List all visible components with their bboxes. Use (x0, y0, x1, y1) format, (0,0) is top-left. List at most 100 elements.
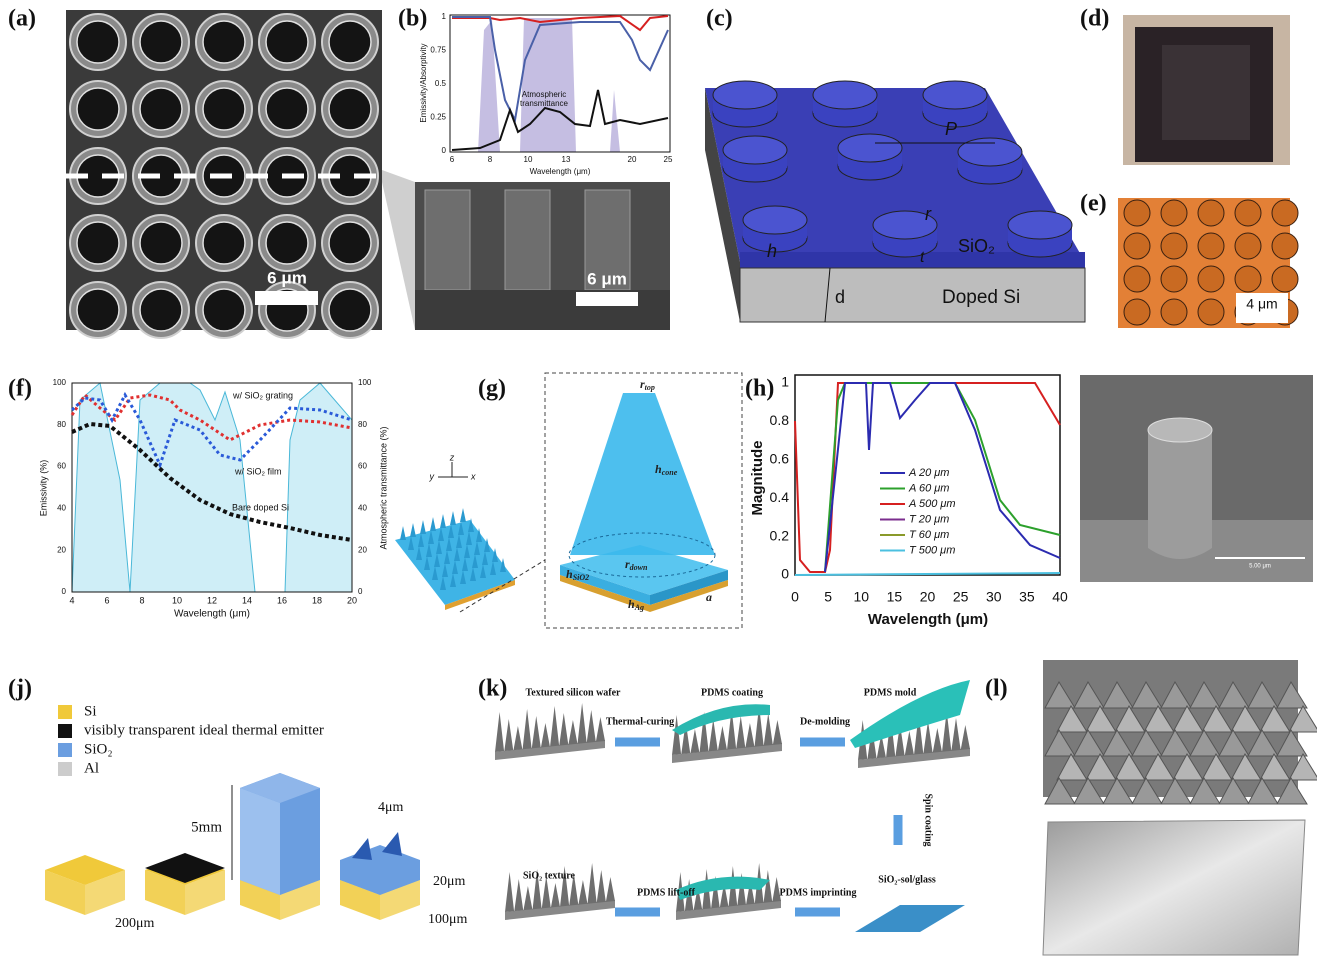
legend-swatch (58, 762, 72, 776)
legend-label: T 60 μm (909, 529, 949, 541)
cone-small (416, 546, 422, 560)
y-tick-label: 1 (442, 12, 447, 21)
curve-label: w/ SiO₂ grating (232, 390, 293, 400)
hole (328, 20, 372, 64)
curve (451, 89, 669, 151)
x-tick-label: 10 (524, 155, 533, 164)
pyramid (1102, 776, 1134, 805)
hole (139, 221, 183, 265)
zoom-box (544, 372, 743, 629)
pillar-top (712, 80, 778, 110)
cone-small (460, 508, 466, 522)
pyramid (1218, 680, 1250, 709)
si-left (45, 870, 85, 915)
hole (76, 20, 120, 64)
pyramid (1230, 704, 1262, 733)
dim-label: d (835, 287, 845, 307)
panel-label: (j) (8, 676, 32, 702)
x-axis-label: Wavelength (μm) (174, 609, 250, 620)
hole (76, 87, 120, 131)
x-tick-label: 25 (953, 589, 969, 605)
step-label: PDMS mold (864, 687, 917, 698)
x-tick-label: 5 (824, 589, 832, 605)
ag-layer (560, 575, 728, 612)
disk (1160, 298, 1188, 326)
legend-label: SiO₂ (84, 741, 113, 757)
slab-top (560, 545, 728, 595)
pyramid (1201, 704, 1233, 733)
layer-label: Doped Si (942, 287, 1020, 308)
x-tick-label: 13 (562, 155, 571, 164)
wafer (676, 900, 781, 920)
pyramid (1131, 776, 1163, 805)
dim-label: hSiO2 (566, 567, 589, 582)
axis-label: x (470, 471, 476, 481)
y-tick-label: 0.2 (770, 527, 790, 543)
hole (76, 221, 120, 265)
wafer-texture (495, 703, 605, 752)
panel-label: (h) (745, 376, 774, 402)
legend-swatch (58, 724, 72, 738)
hole (139, 87, 183, 131)
cone-small (440, 514, 446, 528)
y-tick-label: 100 (53, 378, 67, 387)
legend-label: T 500 μm (909, 544, 955, 556)
pyramid (1276, 728, 1308, 757)
pdms-mold (850, 680, 970, 748)
cone-small (436, 540, 442, 554)
legend-label: Si (84, 703, 97, 719)
cone-small (458, 521, 464, 535)
wafer (858, 748, 970, 768)
scale-bar-label: 6 μm (587, 269, 627, 288)
legend-swatch (58, 743, 72, 757)
pyramid (1160, 776, 1192, 805)
pyramid (1218, 776, 1250, 805)
dim-symbol: h (628, 597, 635, 611)
hole (202, 288, 246, 332)
scale-bar-label: 5.00 μm (1249, 564, 1271, 570)
action-label: Spin coating (923, 793, 934, 846)
y-axis-label: Emissivity/Absorptivity (419, 43, 428, 122)
cone-small (460, 570, 466, 584)
pillar (424, 189, 471, 291)
pyramid (1073, 680, 1105, 709)
x-tick-label: 8 (488, 155, 493, 164)
cone-small (428, 530, 434, 544)
plot-frame (449, 14, 671, 153)
sample-pattern (1162, 45, 1250, 140)
pillar (584, 189, 631, 291)
pyramid (1073, 776, 1105, 805)
cone-small (462, 557, 468, 571)
cone-small (434, 553, 440, 567)
pillar-top (812, 80, 878, 110)
pyramid (1044, 728, 1076, 757)
hole (202, 87, 246, 131)
y-tick-label: 40 (57, 504, 66, 513)
curve (824, 382, 1061, 573)
dim-label: r (925, 204, 932, 224)
glass (855, 905, 965, 932)
disk (1160, 199, 1188, 227)
x-tick-label: 10 (172, 595, 182, 605)
depth-line (824, 267, 831, 323)
y-tick-label: 60 (57, 462, 66, 471)
dim-label: P (945, 119, 957, 139)
curve (71, 421, 353, 542)
pyramid (1114, 752, 1146, 781)
x-tick-label: 10 (853, 589, 869, 605)
wafer (495, 740, 605, 760)
cone-small (454, 547, 460, 561)
pyramid (1259, 704, 1291, 733)
legend-swatch (58, 705, 72, 719)
cone-small (482, 551, 488, 565)
step-label: SiO₂ texture (523, 870, 576, 881)
legend-label: Al (84, 760, 99, 776)
cone-small (448, 524, 454, 538)
pyramid (1276, 680, 1308, 709)
x-tick-label: 30 (986, 589, 1002, 605)
pyramid (1172, 704, 1204, 733)
dim-label: a (706, 590, 712, 604)
step-label: SiO₂-sol/glass (878, 874, 936, 885)
y-tick-label: 0.4 (770, 489, 790, 505)
disk (1197, 199, 1225, 227)
